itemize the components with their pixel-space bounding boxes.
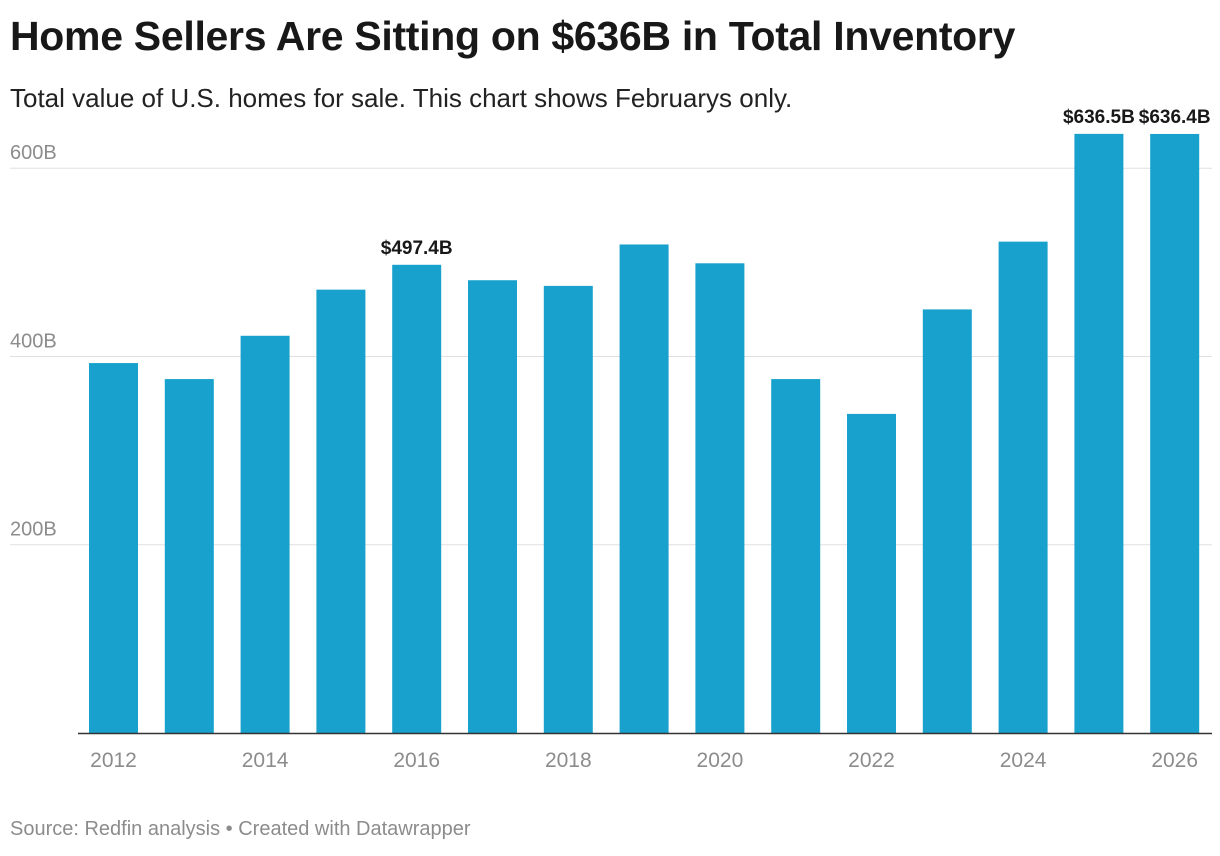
x-tick-label-2026: 2026: [1151, 749, 1198, 772]
value-labels: $497.4B $636.5B $636.4B: [381, 107, 1211, 259]
value-label-2025: $636.5B: [1063, 107, 1135, 128]
bar-2020: [695, 263, 745, 733]
bar-2022: [847, 413, 896, 733]
bar-2025: [1074, 133, 1124, 733]
value-label-2016: $497.4B: [381, 238, 453, 259]
chart-title: Home Sellers Are Sitting on $636B in Tot…: [10, 13, 1016, 59]
source-credit: Source: Redfin analysis • Created with D…: [10, 818, 471, 840]
bar-2018: [543, 285, 593, 733]
bar-2013: [164, 379, 214, 733]
bar-2021: [771, 379, 821, 733]
y-tick-label-400: 400B: [10, 330, 57, 352]
bar-2023: [922, 309, 972, 733]
x-axis-ticks: 2012 2014 2016 2018 2020 2022 2024 2026: [90, 749, 1198, 772]
x-tick-label-2014: 2014: [242, 749, 289, 772]
chart-subtitle: Total value of U.S. homes for sale. This…: [10, 83, 793, 113]
x-tick-label-2016: 2016: [393, 749, 440, 772]
bar-2017: [468, 280, 517, 733]
bar-2012: [89, 363, 138, 733]
bar-2024: [998, 241, 1048, 733]
value-label-2026: $636.4B: [1139, 107, 1211, 128]
x-tick-label-2020: 2020: [697, 749, 744, 772]
y-axis-ticks: 200B 400B 600B: [10, 142, 57, 541]
bar-2019: [619, 244, 669, 733]
y-tick-label-600: 600B: [10, 142, 57, 164]
x-tick-label-2012: 2012: [90, 749, 137, 772]
x-tick-label-2018: 2018: [545, 749, 592, 772]
y-tick-label-200: 200B: [10, 519, 57, 541]
bar-2016: [392, 264, 442, 733]
bar-2015: [316, 289, 366, 733]
bar-2014: [240, 335, 290, 733]
bars: [89, 133, 1200, 734]
x-tick-label-2022: 2022: [848, 749, 895, 772]
x-tick-label-2024: 2024: [1000, 749, 1047, 772]
bar-2026: [1150, 133, 1200, 734]
